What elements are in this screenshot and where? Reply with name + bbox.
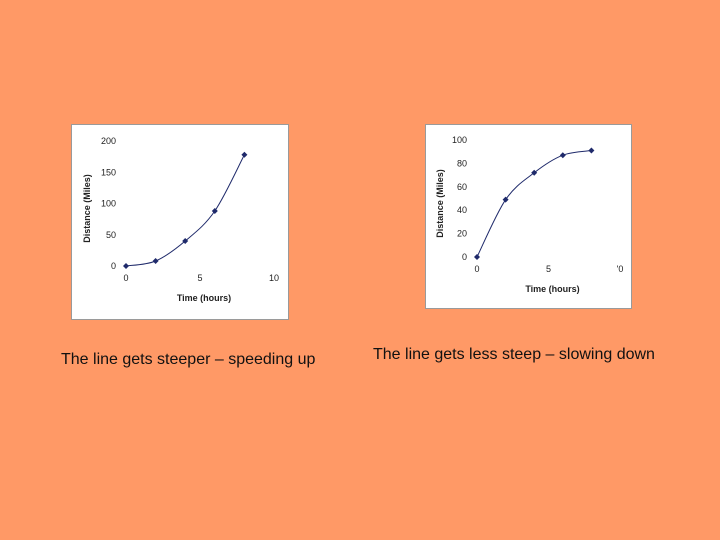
data-point — [182, 238, 189, 244]
y-tick-label: 0 — [111, 261, 116, 271]
data-point — [531, 169, 538, 176]
data-point — [211, 208, 218, 214]
caption-speeding-up: The line gets steeper – speeding up — [61, 351, 316, 368]
data-point — [559, 152, 566, 159]
y-axis-title: Distance (Miles) — [82, 174, 92, 243]
chart-slowing-down: 0 20 40 60 80 100 0 5 '0 Time (hours) Distance (Mi… — [435, 135, 624, 294]
series-line-speeding-up — [125, 154, 245, 267]
y-tick-label: 0 — [462, 252, 467, 262]
chart-speeding-up: 0 50 100 150 200 0 5 10 Time (hours) Distance (Mi… — [82, 136, 279, 303]
chart-panel-speeding-up: 0 50 100 150 200 0 5 10 Time (hours) Distance (Mi… — [71, 124, 289, 320]
y-tick-label: 100 — [101, 199, 116, 209]
y-tick-label: 80 — [457, 158, 467, 168]
x-tick-label: 5 — [546, 264, 551, 274]
data-point — [474, 254, 480, 260]
y-tick-label: 20 — [457, 229, 467, 239]
y-tick-label: 60 — [457, 182, 467, 192]
chart-panel-slowing-down: 0 20 40 60 80 100 0 5 '0 Time (hours) Distance (Mi… — [425, 124, 632, 309]
data-point — [502, 196, 509, 203]
x-tick-label: 0 — [474, 264, 479, 274]
x-tick-label: 5 — [197, 273, 202, 283]
data-point — [123, 263, 129, 269]
series-line-slowing-down — [476, 150, 592, 258]
data-point — [588, 147, 595, 154]
y-tick-label: 50 — [106, 230, 116, 240]
y-tick-label: 200 — [101, 136, 116, 146]
x-tick-label: 10 — [269, 273, 279, 283]
x-tick-label: 0 — [123, 273, 128, 283]
caption-slowing-down: The line gets less steep – slowing down — [373, 346, 655, 363]
y-tick-label: 150 — [101, 167, 116, 177]
x-axis-title: Time (hours) — [177, 293, 231, 303]
y-tick-label: 40 — [457, 205, 467, 215]
data-point — [241, 151, 248, 158]
x-tick-label: '0 — [617, 264, 624, 274]
data-point — [152, 258, 159, 264]
y-tick-label: 100 — [452, 135, 467, 145]
x-axis-title: Time (hours) — [525, 284, 579, 294]
y-axis-title: Distance (Miles) — [435, 169, 445, 238]
